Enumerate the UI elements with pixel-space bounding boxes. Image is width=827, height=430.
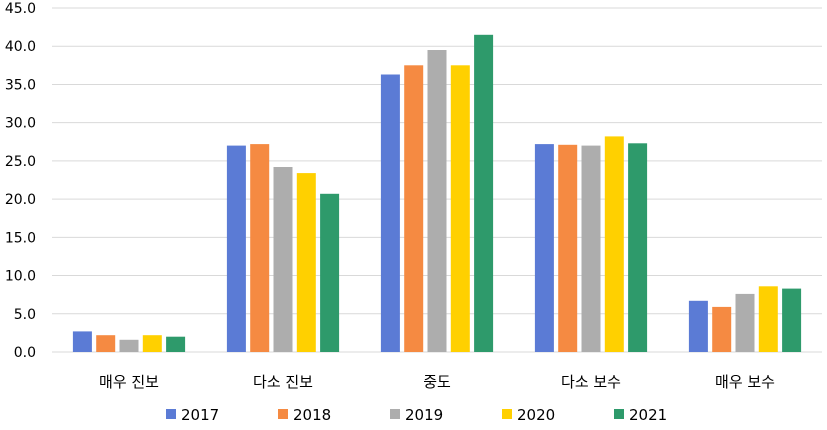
legend-swatch bbox=[390, 409, 400, 419]
legend-label: 2019 bbox=[405, 406, 443, 424]
bar-2020-3 bbox=[604, 136, 624, 352]
bar-2021-2 bbox=[474, 34, 494, 353]
bar-2021-0 bbox=[166, 336, 186, 352]
bar-2017-3 bbox=[534, 144, 554, 352]
y-tick-label: 40.0 bbox=[5, 39, 36, 55]
x-axis-category-labels: 매우 진보 다소 진보 중도 다소 보수 매우 보수 bbox=[99, 373, 775, 391]
bar-2020-4 bbox=[758, 286, 778, 352]
y-tick-label: 25.0 bbox=[5, 154, 36, 170]
y-tick-label: 15.0 bbox=[5, 230, 36, 246]
legend: 2017 2018 2019 2020 2021 bbox=[166, 406, 667, 424]
bar-2021-4 bbox=[782, 288, 802, 352]
bar-2017-2 bbox=[380, 74, 400, 352]
legend-label: 2021 bbox=[629, 406, 667, 424]
bar-2018-1 bbox=[250, 144, 270, 352]
bars bbox=[72, 34, 802, 353]
bar-2019-4 bbox=[735, 293, 755, 352]
y-tick-label: 0.0 bbox=[14, 345, 36, 361]
legend-label: 2017 bbox=[181, 406, 219, 424]
y-tick-label: 20.0 bbox=[5, 192, 36, 208]
legend-label: 2018 bbox=[293, 406, 331, 424]
bar-2017-0 bbox=[72, 331, 92, 352]
x-category-label: 중도 bbox=[423, 373, 451, 391]
x-category-label: 매우 보수 bbox=[715, 373, 775, 391]
bar-2018-4 bbox=[712, 306, 732, 352]
bar-2020-2 bbox=[450, 65, 470, 353]
bar-2019-0 bbox=[119, 339, 139, 352]
x-category-label: 매우 진보 bbox=[99, 373, 159, 391]
bar-2017-1 bbox=[226, 145, 246, 352]
y-tick-label: 35.0 bbox=[5, 77, 36, 93]
bar-2019-1 bbox=[273, 167, 293, 352]
bar-2020-0 bbox=[142, 335, 162, 352]
bar-2019-3 bbox=[581, 145, 601, 352]
x-category-label: 다소 진보 bbox=[253, 373, 313, 391]
bar-2021-1 bbox=[320, 193, 340, 352]
y-tick-label: 10.0 bbox=[5, 269, 36, 285]
bar-2020-1 bbox=[296, 173, 316, 352]
bar-2018-3 bbox=[558, 144, 578, 352]
bar-2018-0 bbox=[96, 335, 116, 352]
bar-2019-2 bbox=[427, 50, 447, 352]
y-tick-label: 30.0 bbox=[5, 116, 36, 132]
y-tick-label: 45.0 bbox=[5, 1, 36, 17]
legend-swatch bbox=[278, 409, 288, 419]
bar-2018-2 bbox=[404, 65, 424, 353]
legend-swatch bbox=[502, 409, 512, 419]
bar-2017-4 bbox=[688, 300, 708, 352]
legend-swatch bbox=[614, 409, 624, 419]
bar-2021-3 bbox=[628, 143, 648, 352]
y-tick-label: 5.0 bbox=[14, 307, 36, 323]
legend-swatch bbox=[166, 409, 176, 419]
legend-label: 2020 bbox=[517, 406, 555, 424]
y-axis-tick-labels: 0.0 5.0 10.0 15.0 20.0 25.0 30.0 35.0 40.0 45.0 bbox=[5, 1, 36, 361]
x-category-label: 다소 보수 bbox=[561, 373, 621, 391]
